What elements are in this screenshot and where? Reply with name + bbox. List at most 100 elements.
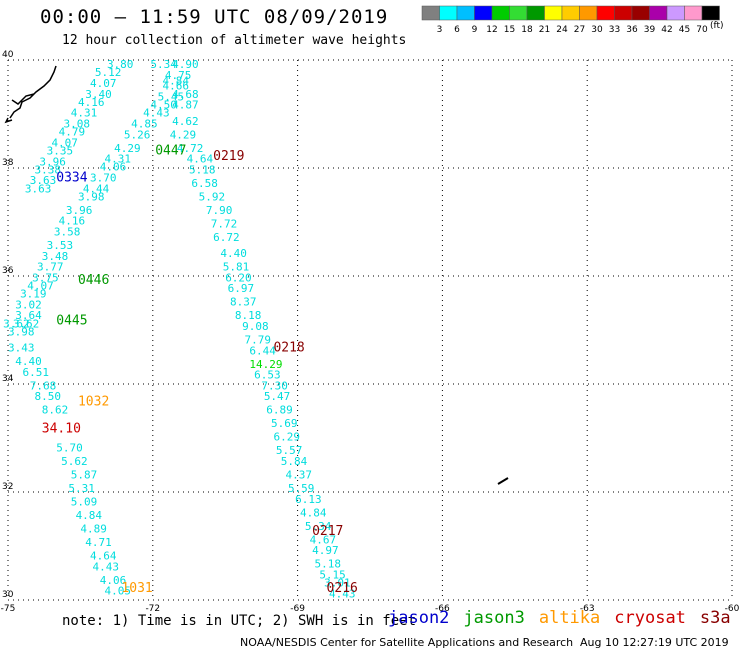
- timestamp: Aug 10 12:27:19 UTC 2019: [580, 636, 729, 649]
- x-tick-label: -63: [580, 604, 595, 612]
- wave-height-value: 3.70: [90, 172, 117, 185]
- wave-height-value: 4.43: [143, 107, 170, 120]
- chart-title: 00:00 – 11:59 UTC 08/09/2019: [40, 6, 389, 28]
- wave-height-value: 8.62: [42, 404, 69, 417]
- colorbar-label: 21: [539, 25, 550, 35]
- wave-height-value: 5.34: [150, 58, 177, 71]
- wave-height-value: 3.77: [37, 261, 64, 274]
- wave-height-value: 3.98: [8, 325, 35, 338]
- wave-height-value: 3.64: [15, 309, 42, 322]
- chart-subtitle: 12 hour collection of altimeter wave hei…: [62, 33, 407, 48]
- legend-entry-cryosat: cryosat: [614, 608, 686, 628]
- wave-height-value: 3.58: [54, 226, 81, 239]
- wave-height-value: 4.64: [90, 550, 117, 563]
- colorbar-unit: (ft): [710, 21, 724, 31]
- pass-time-label: 1032: [78, 395, 109, 410]
- wave-height-value: 5.12: [95, 66, 122, 79]
- colorbar-label: 39: [644, 25, 656, 35]
- wave-height-value: 4.06: [100, 574, 127, 587]
- wave-height-value: 3.35: [47, 145, 74, 158]
- wave-height-value: 6.13: [295, 493, 322, 506]
- wave-height-value: 3.96: [39, 155, 66, 168]
- pass-time-label: 0219: [213, 149, 244, 164]
- legend-entry-altika: altika: [538, 608, 601, 628]
- wave-height-value: 7.68: [30, 379, 57, 392]
- wave-height-value: 5.69: [271, 417, 298, 430]
- wave-height-value: 4.71: [85, 536, 112, 549]
- map-plot: -75 -72 -69 -66 -63 -603032343638403.805.124.…: [1, 50, 740, 612]
- wave-height-value: 4.37: [286, 469, 313, 482]
- wave-height-value: 3.53: [47, 239, 74, 252]
- wave-height-value: 4.44: [83, 182, 110, 195]
- colorbar-label: 45: [679, 25, 690, 35]
- wave-height-value: 5.47: [264, 390, 291, 403]
- wave-height-value: 4.50: [150, 99, 177, 112]
- wave-height-value: 4.85: [131, 118, 158, 131]
- wave-height-value: 4.16: [78, 96, 105, 109]
- wave-height-value: 6.89: [266, 404, 293, 417]
- coastline: [4, 65, 57, 124]
- wave-height-value: 6.29: [273, 431, 300, 444]
- colorbar-label: 70: [696, 25, 708, 35]
- y-tick-label: 34: [2, 374, 14, 384]
- wave-height-value: 4.97: [312, 544, 339, 557]
- wave-height-value: 6.44: [249, 344, 276, 357]
- colorbar-label: 27: [574, 25, 585, 35]
- colorbar-label: 3: [437, 25, 443, 35]
- wave-height-value: 7.79: [245, 334, 271, 347]
- wave-height-value: 3.62: [13, 317, 40, 330]
- wave-height-value: 4.31: [105, 153, 131, 166]
- wave-height-value: 14.29: [249, 358, 282, 371]
- wave-height-value: 4.68: [172, 88, 199, 101]
- wave-height-value: 3.43: [8, 342, 35, 355]
- pass-time-label: 0217: [312, 524, 343, 539]
- wave-height-value: 4.62: [172, 115, 199, 128]
- x-tick-label: -75: [1, 604, 16, 612]
- pass-time-label: 0334: [56, 171, 87, 186]
- wave-height-value: 4.16: [59, 215, 86, 228]
- wave-height-value: 7.72: [211, 217, 238, 230]
- wave-height-value: 4.43: [92, 560, 119, 573]
- wave-height-value: 5.18: [314, 558, 341, 571]
- colorbar-label: 33: [609, 25, 620, 35]
- colorbar: 3 6 9 12 15 18 21 24 27 30 33 36 39 42 45 70: [421, 5, 720, 35]
- wave-height-value: 5.18: [189, 163, 216, 176]
- wave-height-value: 5.62: [61, 455, 88, 468]
- footnote: note: 1) Time is in UTC; 2) SWH is in fe…: [62, 613, 417, 629]
- y-tick-label: 36: [2, 266, 14, 276]
- wave-height-value: 3.62: [3, 317, 30, 330]
- wave-height-value: 7.90: [206, 204, 233, 217]
- x-tick-label: -69: [290, 604, 305, 612]
- wave-height-value: 4.40: [220, 247, 247, 260]
- wave-height-value: 4.64: [187, 153, 214, 166]
- wave-height-value: 5.81: [223, 261, 250, 274]
- wave-height-value: 5.26: [124, 128, 151, 141]
- y-tick-label: 32: [2, 482, 13, 492]
- wave-height-value: 4.29: [114, 142, 141, 155]
- pass-time-label: 1031: [121, 581, 152, 596]
- wave-height-value: 4.84: [300, 506, 327, 519]
- wave-height-value: 4.84: [162, 74, 189, 87]
- wave-height-value: 4.67: [310, 533, 337, 546]
- y-tick-label: 38: [2, 158, 14, 168]
- wave-height-value: 4.90: [172, 58, 199, 71]
- wave-height-value: 4.75: [165, 69, 192, 82]
- wave-height-value: 3.19: [20, 288, 47, 301]
- wave-height-value: 3.75: [32, 271, 59, 284]
- wave-height-value: 5.34: [305, 520, 332, 533]
- wave-height-value: 5.09: [71, 496, 98, 509]
- wave-height-value: 7.30: [261, 379, 288, 392]
- legend-entry-jason2: jason2: [388, 608, 450, 628]
- colorbar-label: 24: [556, 25, 568, 35]
- wave-height-value: 4.72: [177, 142, 204, 155]
- wave-height-value: 3.08: [64, 118, 91, 131]
- wave-height-value: 4.66: [162, 80, 189, 93]
- wave-height-value: 4.31: [71, 107, 98, 120]
- wave-height-value: 5.84: [281, 455, 308, 468]
- legend-entry-s3a: s3a: [699, 608, 731, 628]
- wave-height-value: 5.31: [68, 482, 95, 495]
- wave-height-value: 8.37: [230, 296, 257, 309]
- wave-height-value: 3.63: [30, 174, 57, 187]
- colorbar-label: 6: [454, 25, 460, 35]
- colorbar-label: 36: [626, 25, 638, 35]
